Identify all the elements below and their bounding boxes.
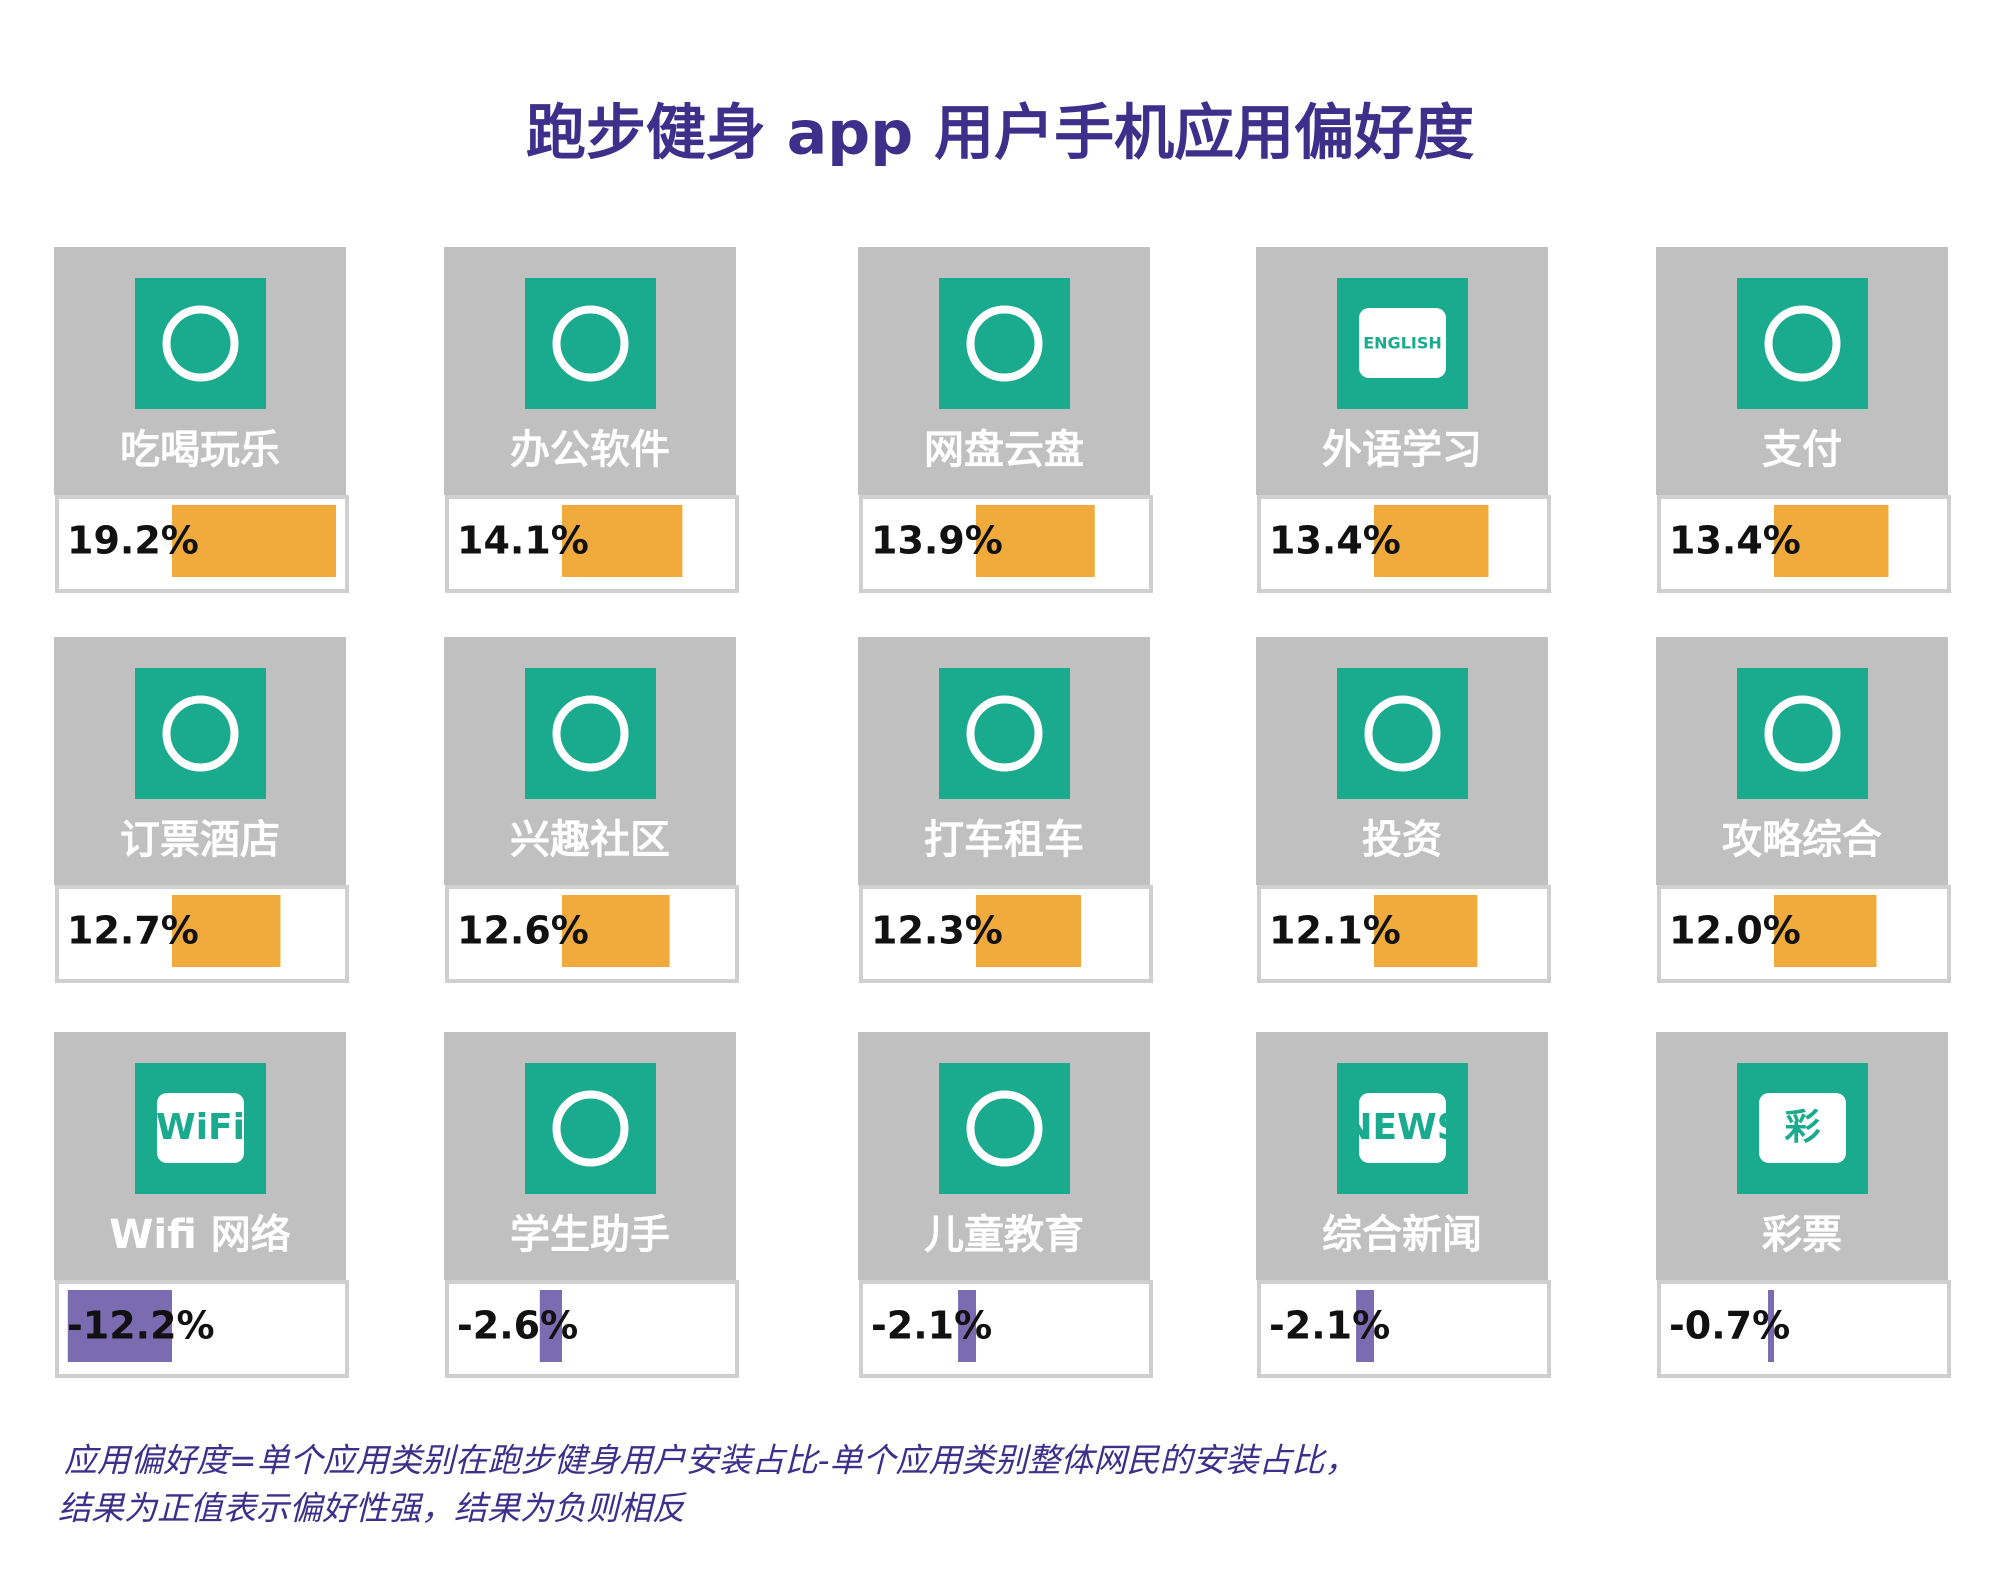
category-label: 办公软件 <box>510 427 670 473</box>
value-box <box>445 1280 739 1378</box>
bar <box>1768 1290 1774 1362</box>
icon-glyph <box>1759 1093 1846 1163</box>
icon-glyph <box>966 1090 1043 1167</box>
icon-glyph <box>966 695 1043 772</box>
chart-title: 跑步健身 app 用户手机应用偏好度 <box>526 99 1474 169</box>
value-label: 12.1% <box>1269 909 1401 953</box>
icon-glyph <box>162 695 239 772</box>
bar <box>67 1290 172 1362</box>
icon <box>525 1063 656 1194</box>
icon <box>1337 668 1468 799</box>
category-label: 综合新闻 <box>1322 1212 1482 1258</box>
value-label: -2.1% <box>1269 1304 1390 1348</box>
category-label: 儿童教育 <box>924 1212 1084 1258</box>
note: 结果为正值表示偏好性强，结果为负则相反 <box>58 1489 687 1528</box>
icon <box>135 668 266 799</box>
icon <box>939 1063 1070 1194</box>
category-label: 投资 <box>1362 817 1442 863</box>
category-label: 兴趣社区 <box>510 817 670 863</box>
value-label: -0.7% <box>1669 1304 1790 1348</box>
icon-glyph <box>157 1093 244 1163</box>
icon-glyph <box>552 1090 629 1167</box>
value-label: 12.7% <box>67 909 199 953</box>
category-label: Wifi 网络 <box>109 1212 290 1258</box>
value-label: -12.2% <box>67 1304 215 1348</box>
icon-glyph <box>1359 308 1446 378</box>
value-label: 14.1% <box>457 519 589 563</box>
icon-glyph <box>1764 695 1841 772</box>
icon <box>1737 278 1868 409</box>
bar <box>958 1290 976 1362</box>
category-label: 外语学习 <box>1322 427 1482 473</box>
bar <box>172 895 281 967</box>
bar <box>976 505 1095 577</box>
bar <box>1356 1290 1374 1362</box>
bar <box>172 505 336 577</box>
value-box <box>1257 1280 1551 1378</box>
value-label: 12.6% <box>457 909 589 953</box>
icon-text: 彩 <box>1784 1107 1820 1148</box>
bar <box>562 505 683 577</box>
icon-glyph <box>1764 305 1841 382</box>
value-label: 12.3% <box>871 909 1003 953</box>
category-label: 订票酒店 <box>120 817 280 863</box>
value-box <box>1657 1280 1951 1378</box>
value-label: -2.1% <box>871 1304 992 1348</box>
bar <box>539 1290 562 1362</box>
bar <box>976 895 1082 967</box>
value-label: 13.4% <box>1669 519 1801 563</box>
icon-glyph <box>552 695 629 772</box>
value-label: 13.4% <box>1269 519 1401 563</box>
note: 应用偏好度=单个应用类别在跑步健身用户安装占比-单个应用类别整体网民的安装占比， <box>64 1441 1358 1480</box>
icon <box>525 278 656 409</box>
category-label: 攻略综合 <box>1722 817 1882 863</box>
icon <box>135 278 266 409</box>
bar <box>562 895 670 967</box>
value-label: 19.2% <box>67 519 199 563</box>
icon-text: NEWS <box>1342 1107 1462 1148</box>
icon-text: WiFi <box>156 1107 245 1148</box>
value-label: 12.0% <box>1669 909 1801 953</box>
category-label: 彩票 <box>1762 1212 1842 1258</box>
icon-glyph <box>1359 1093 1446 1163</box>
icon-glyph <box>1364 695 1441 772</box>
value-box <box>859 1280 1153 1378</box>
category-label: 吃喝玩乐 <box>120 427 280 473</box>
value-label: -2.6% <box>457 1304 578 1348</box>
icon <box>939 278 1070 409</box>
bar <box>1774 895 1877 967</box>
icon-text: ENGLISH <box>1363 334 1442 353</box>
icon <box>1737 668 1868 799</box>
bar <box>1374 895 1478 967</box>
category-label: 学生助手 <box>510 1212 670 1258</box>
category-label: 支付 <box>1762 427 1842 473</box>
bar <box>1774 505 1889 577</box>
bar <box>1374 505 1489 577</box>
icon <box>525 668 656 799</box>
category-label: 打车租车 <box>924 817 1084 863</box>
icon-glyph <box>552 305 629 382</box>
icon-glyph <box>966 305 1043 382</box>
icon-glyph <box>162 305 239 382</box>
value-label: 13.9% <box>871 519 1003 563</box>
category-label: 网盘云盘 <box>924 427 1084 473</box>
icon <box>939 668 1070 799</box>
